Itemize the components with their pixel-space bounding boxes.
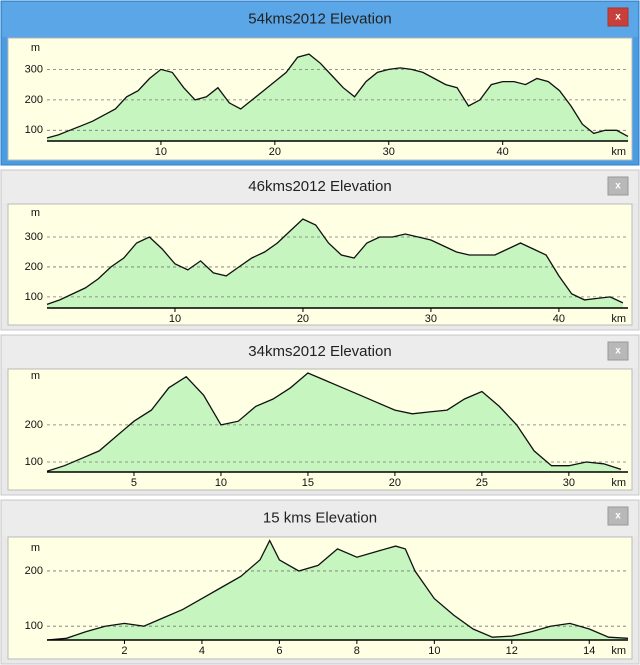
y-tick-label: 100 (25, 620, 43, 632)
close-button[interactable] (607, 341, 629, 361)
y-axis-label: m (31, 42, 40, 54)
x-tick-label: 15 (302, 477, 314, 489)
x-tick-label: 10 (428, 645, 440, 657)
title-bar (2, 336, 638, 368)
close-label[interactable]: x (615, 511, 621, 522)
x-tick-label: 10 (155, 146, 167, 158)
elevation-line (46, 372, 622, 472)
x-tick-label: 6 (276, 645, 282, 657)
x-tick-label: 30 (383, 146, 395, 158)
x-tick-label: 20 (269, 146, 281, 158)
y-tick-label: 100 (25, 124, 43, 136)
close-button[interactable] (607, 7, 629, 27)
y-tick-label: 200 (25, 565, 43, 577)
x-tick-label: 40 (553, 313, 565, 325)
x-axis-label: km (611, 146, 626, 158)
window-title: 34kms2012 Elevation (248, 343, 391, 360)
elevation-area (47, 54, 628, 141)
x-axis-label: km (611, 477, 626, 489)
window-title: 46kms2012 Elevation (248, 178, 391, 195)
x-tick-label: 8 (354, 645, 360, 657)
y-tick-label: 200 (25, 419, 43, 431)
x-tick-label: 25 (476, 477, 488, 489)
y-axis-label: m (31, 370, 40, 382)
y-tick-label: 200 (25, 261, 43, 273)
title-bar (2, 501, 638, 536)
x-tick-label: 2 (121, 645, 127, 657)
x-tick-label: 30 (563, 477, 575, 489)
y-tick-label: 200 (25, 94, 43, 106)
elevation-line (46, 218, 624, 306)
title-bar (2, 171, 638, 203)
x-tick-label: 14 (583, 645, 595, 657)
close-label[interactable]: x (615, 12, 621, 23)
elevation-line (46, 53, 629, 139)
elevation-area (47, 219, 623, 308)
window-title: 15 kms Elevation (263, 509, 377, 526)
y-tick-label: 100 (25, 456, 43, 468)
title-bar (2, 2, 638, 37)
close-button[interactable] (607, 506, 629, 526)
x-tick-label: 20 (297, 313, 309, 325)
x-tick-label: 40 (497, 146, 509, 158)
x-axis-label: km (611, 313, 626, 325)
x-tick-label: 4 (199, 645, 205, 657)
x-tick-label: 20 (389, 477, 401, 489)
x-tick-label: 10 (215, 477, 227, 489)
close-label[interactable]: x (615, 346, 621, 357)
y-tick-label: 300 (25, 63, 43, 75)
y-axis-label: m (31, 207, 40, 219)
x-axis-label: km (611, 645, 626, 657)
x-tick-label: 12 (506, 645, 518, 657)
window-title: 54kms2012 Elevation (248, 10, 391, 27)
close-label[interactable]: x (615, 181, 621, 192)
x-tick-label: 5 (131, 477, 137, 489)
elevation-line (46, 539, 629, 641)
elevation-area (47, 540, 628, 640)
y-tick-label: 300 (25, 231, 43, 243)
close-button[interactable] (607, 176, 629, 196)
x-tick-label: 10 (169, 313, 181, 325)
x-tick-label: 30 (425, 313, 437, 325)
y-axis-label: m (31, 542, 40, 554)
y-tick-label: 100 (25, 291, 43, 303)
elevation-area (47, 373, 621, 472)
